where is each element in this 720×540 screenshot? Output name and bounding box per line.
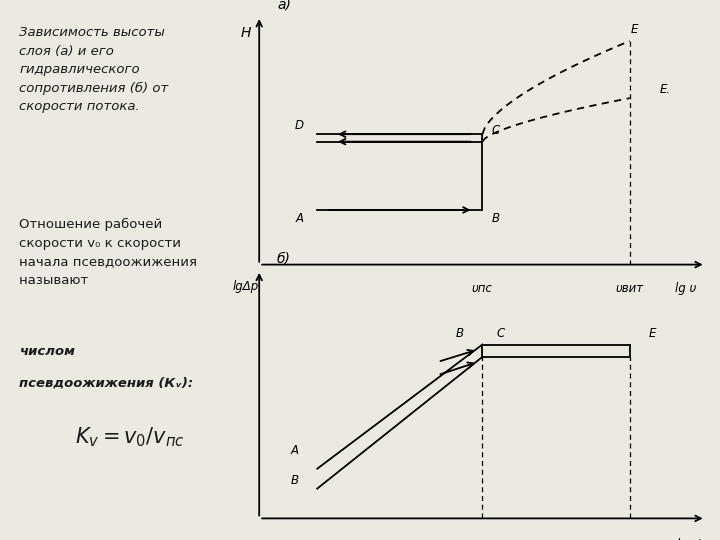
Text: числом: числом — [19, 345, 76, 358]
Text: C: C — [491, 124, 500, 137]
Text: H: H — [240, 26, 251, 40]
Text: υпс: υпс — [472, 282, 492, 295]
Text: E.: E. — [660, 83, 671, 96]
Text: Зависимость высоты
слоя (а) и его
гидравлического
сопротивления (б) от
скорости : Зависимость высоты слоя (а) и его гидрав… — [19, 26, 168, 113]
Text: A: A — [291, 444, 299, 457]
Text: псевдоожижения (Кᵥ):: псевдоожижения (Кᵥ): — [19, 376, 194, 389]
Text: lgΔp: lgΔp — [233, 280, 259, 293]
Text: $K_v{=}v_0{/}v_{\mathregular{пс}}$: $K_v{=}v_0{/}v_{\mathregular{пс}}$ — [75, 426, 184, 449]
Text: A: A — [295, 212, 303, 225]
Text: B: B — [491, 212, 500, 225]
Text: B: B — [291, 474, 299, 487]
Text: lg υ: lg υ — [675, 282, 697, 295]
Text: υвит: υвит — [616, 538, 644, 540]
Text: D: D — [295, 119, 304, 132]
Text: Отношение рабочей
скорости v₀ к скорости
начала псевдоожижения
называют: Отношение рабочей скорости v₀ к скорости… — [19, 218, 197, 287]
Text: lg υ': lg υ' — [677, 538, 701, 540]
Text: υпс: υпс — [472, 538, 492, 540]
Text: E: E — [631, 23, 638, 36]
Text: B: B — [456, 327, 464, 340]
Text: C: C — [496, 327, 505, 340]
Text: б): б) — [277, 251, 291, 265]
Text: а): а) — [277, 0, 291, 11]
Text: E: E — [648, 327, 656, 340]
Text: υвит: υвит — [616, 282, 644, 295]
